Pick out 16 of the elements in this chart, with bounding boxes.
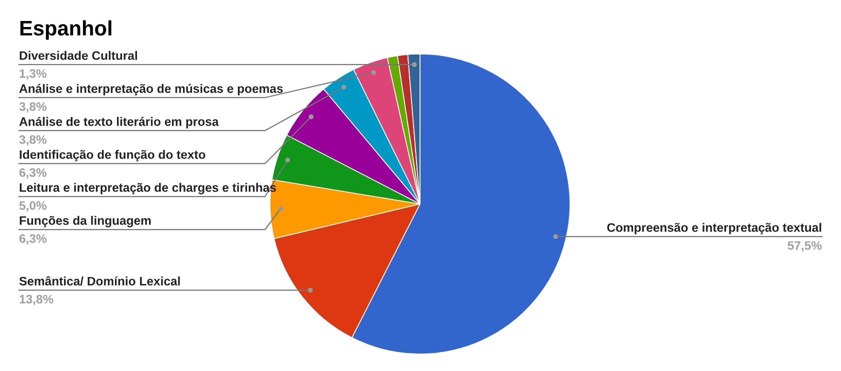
data-label: 3,8%	[19, 102, 47, 113]
data-label: 3,8%	[19, 135, 47, 146]
data-label: 13,8%	[20, 294, 54, 306]
slice-label: Identificação de função do texto	[20, 150, 206, 162]
data-label: 6,3%	[19, 168, 47, 179]
slice-label: Análise de texto literário em prosa	[19, 116, 219, 128]
slice-label: Semântica/ Domínio Lexical	[19, 276, 180, 286]
data-label: 57,5%	[788, 241, 822, 252]
slice-label: Diversidade Cultural	[20, 50, 137, 60]
slice-label: Compreensão e interpretação textual	[607, 222, 822, 234]
slice-label: Funções da linguagem	[20, 216, 151, 228]
chart-title: Espanhol	[20, 20, 112, 40]
slice-label: Análise e interpretação de músicas e poemas	[19, 84, 283, 96]
data-label: 6,3%	[19, 234, 47, 245]
data-label: 5,0%	[19, 201, 47, 212]
data-label: 1,3%	[20, 69, 47, 80]
